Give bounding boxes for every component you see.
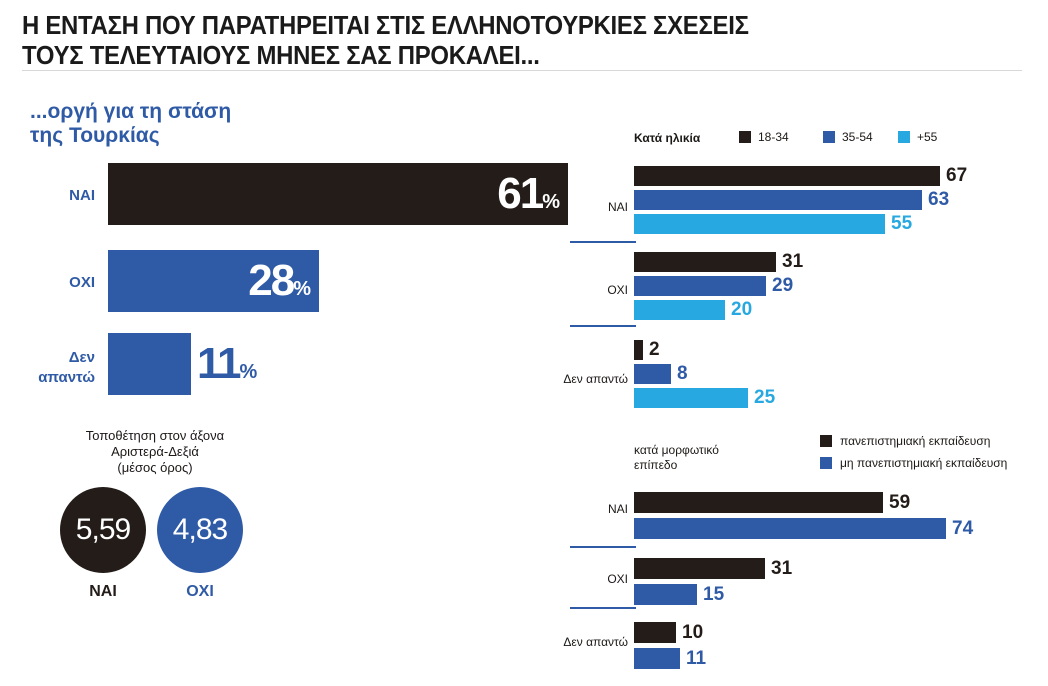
legend-swatch-university (820, 435, 832, 447)
bar (634, 364, 671, 384)
bar-value: 25 (754, 387, 776, 408)
bar-value: 20 (731, 299, 753, 320)
bar-value: 59 (889, 492, 911, 513)
main-bar (108, 250, 319, 312)
headline-rule (22, 70, 1022, 71)
main-chart-title: ...οργή για τη στάση της Τουρκίας (30, 100, 232, 147)
bar (634, 300, 725, 320)
bar (634, 388, 748, 408)
age-separator (570, 325, 636, 327)
bar (634, 648, 680, 669)
main-bar (108, 333, 191, 395)
headline-line-2: ΤΟΥΣ ΤΕΛΕΥΤΑΙΟΥΣ ΜΗΝΕΣ ΣΑΣ ΠΡΟΚΑΛΕΙ... (22, 40, 540, 70)
edu-separator (570, 546, 636, 548)
bar-value: 8 (677, 363, 688, 384)
age-chart-title: Κατά ηλικία (634, 131, 701, 145)
bar-value: 15 (703, 584, 725, 605)
headline-line-1: Η ΕΝΤΑΣΗ ΠΟΥ ΠΑΡΑΤΗΡΕΙΤΑΙ ΣΤΙΣ ΕΛΛΗΝΟΤΟΥ… (22, 10, 749, 40)
no-score-circle: 4,83 (157, 487, 243, 573)
legend-label-55: +55 (917, 130, 938, 144)
bar-value: 67 (946, 165, 968, 186)
legend-label-university: πανεπιστημιακή εκπαίδευση (840, 434, 991, 448)
main-category-label: ΝΑΙ (69, 187, 95, 204)
main-bar-value: 28% (248, 256, 311, 305)
main-bar-value: 61% (497, 169, 560, 218)
axis-note: Τοποθέτηση στον άξονα Αριστερά-Δεξιά (μέ… (85, 428, 225, 475)
main-bar-value: 11% (197, 339, 258, 388)
edu-chart-title: κατά μορφωτικό επίπεδο (634, 443, 719, 472)
age-category-label: Δεν απαντώ (563, 372, 628, 386)
main-category-label: ΟΧΙ (69, 274, 95, 291)
main-bar (108, 163, 568, 225)
bar (634, 558, 765, 579)
bar (634, 518, 946, 539)
edu-category-label: Δεν απαντώ (563, 635, 628, 649)
edu-category-label: ΝΑΙ (607, 502, 628, 516)
yes-score-circle: 5,59 (60, 487, 146, 573)
bar (634, 492, 883, 513)
bar (634, 166, 940, 186)
bar-value: 11 (686, 648, 707, 669)
legend-label-35-54: 35-54 (842, 130, 873, 144)
bar-value: 31 (771, 558, 793, 579)
age-separator (570, 241, 636, 243)
bar-value: 29 (772, 275, 794, 296)
main-category-label: Δεν απαντώ (38, 349, 95, 386)
bar (634, 214, 885, 234)
bar (634, 252, 776, 272)
legend-swatch-35-54 (823, 131, 835, 143)
bar-value: 74 (952, 518, 974, 539)
bar (634, 190, 922, 210)
headline: Η ΕΝΤΑΣΗ ΠΟΥ ΠΑΡΑΤΗΡΕΙΤΑΙ ΣΤΙΣ ΕΛΛΗΝΟΤΟΥ… (22, 10, 749, 70)
bar-value: 55 (891, 213, 913, 234)
edu-category-label: ΟΧΙ (607, 572, 628, 586)
legend-swatch-55 (898, 131, 910, 143)
bar-value: 31 (782, 251, 804, 272)
bar-value: 2 (649, 339, 660, 360)
legend-label-non-university: μη πανεπιστημιακή εκπαίδευση (840, 456, 1008, 470)
legend-swatch-non-university (820, 457, 832, 469)
bar (634, 276, 766, 296)
bar (634, 622, 676, 643)
bar-value: 10 (682, 622, 704, 643)
no-score-label: ΟΧΙ (186, 583, 214, 600)
bar (634, 584, 697, 605)
legend-swatch-18-34 (739, 131, 751, 143)
yes-score-label: ΝΑΙ (89, 583, 117, 600)
legend-label-18-34: 18-34 (758, 130, 789, 144)
age-category-label: ΟΧΙ (607, 283, 628, 297)
edu-separator (570, 607, 636, 609)
age-category-label: ΝΑΙ (607, 200, 628, 214)
bar (634, 340, 643, 360)
bar-value: 63 (928, 189, 950, 210)
